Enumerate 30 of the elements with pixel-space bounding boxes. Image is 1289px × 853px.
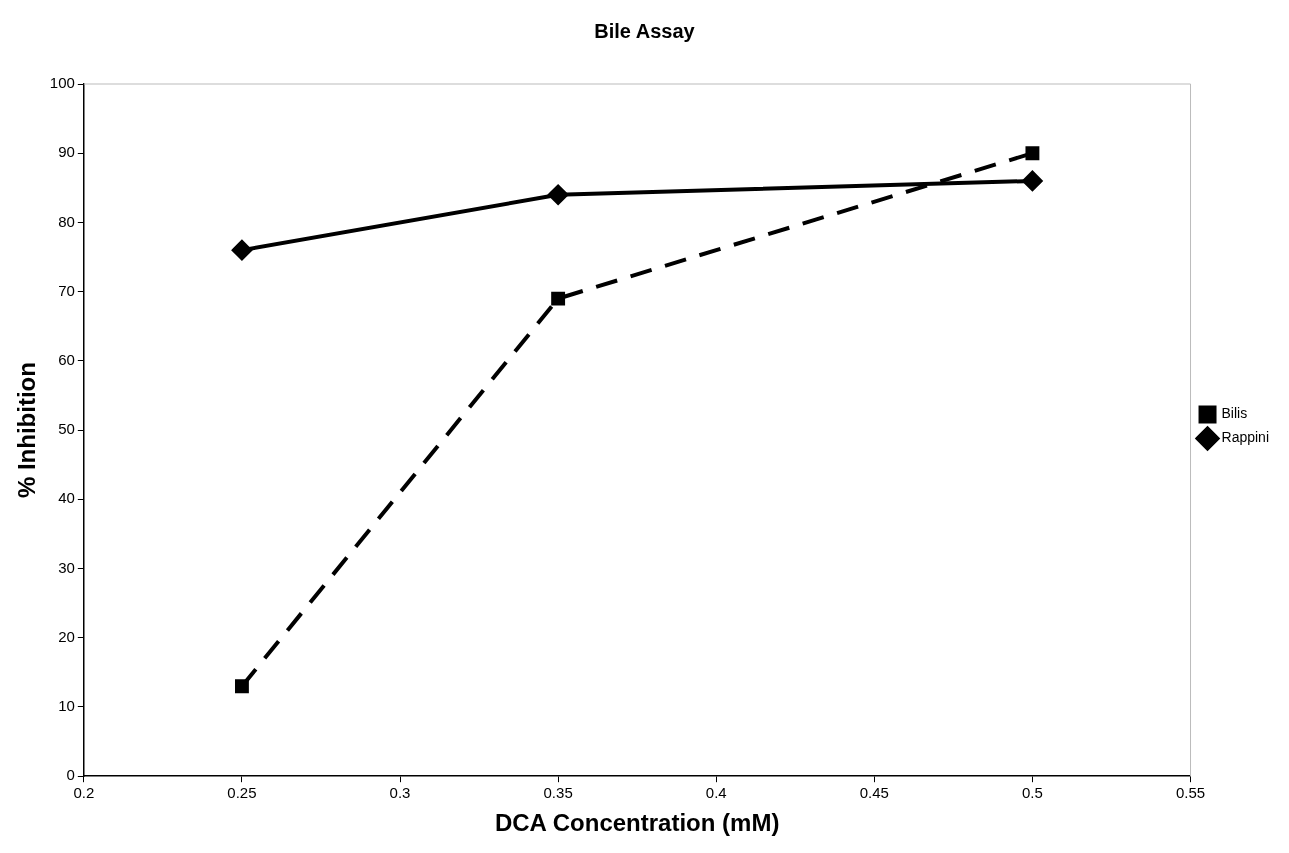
y-tick-label: 100 — [49, 74, 75, 92]
y-tick-label: 40 — [58, 489, 75, 507]
legend-label: Rappini — [1221, 429, 1270, 446]
point — [548, 184, 569, 205]
y-tick-label: 50 — [58, 420, 75, 438]
point — [231, 240, 252, 261]
x-tick-label: 0.25 — [227, 784, 257, 802]
y-axis-title: % Inhibition — [13, 362, 41, 499]
x-tick-label: 0.2 — [73, 784, 95, 802]
x-tick-label: 0.55 — [1175, 784, 1206, 802]
x-tick-label: 0.35 — [543, 784, 573, 802]
legend-label: Bilis — [1221, 405, 1248, 422]
x-tick-label: 0.3 — [389, 784, 411, 802]
x-tick-label: 0.5 — [1022, 784, 1043, 802]
y-tick-label: 80 — [58, 212, 75, 230]
point — [1025, 146, 1040, 161]
y-tick-label: 0 — [66, 766, 75, 784]
x-axis-title: DCA Concentration (mM) — [494, 809, 780, 837]
y-tick-label: 60 — [58, 351, 75, 369]
point — [234, 679, 249, 694]
y-tick-label: 20 — [58, 627, 75, 645]
point — [1022, 170, 1043, 191]
x-tick-label: 0.4 — [705, 784, 727, 802]
y-tick-label: 30 — [58, 558, 75, 576]
y-tick-label: 70 — [58, 281, 75, 299]
chart-title: Bile Assay — [594, 19, 696, 42]
y-tick-label: 90 — [58, 143, 75, 161]
y-tick-label: 10 — [58, 697, 75, 715]
point — [551, 291, 566, 306]
x-tick-label: 0.45 — [859, 784, 889, 802]
